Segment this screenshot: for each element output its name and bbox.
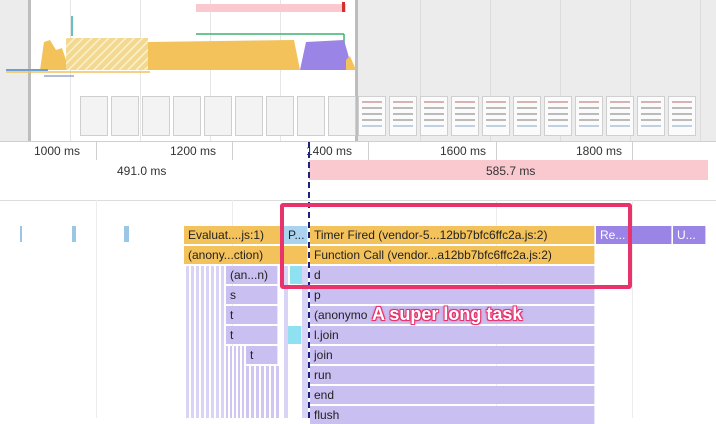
filmstrip-frame[interactable]: [606, 96, 634, 136]
filmstrip-frame[interactable]: [297, 96, 325, 136]
filmstrip-frame[interactable]: [420, 96, 448, 136]
task-duration-label: 491.0 ms: [117, 164, 167, 178]
selection-handle-right[interactable]: [355, 0, 358, 142]
ruler-label: 1800 ms: [576, 144, 623, 158]
overview-gridline: [280, 0, 281, 142]
flame-dense-stack[interactable]: [246, 366, 280, 418]
ruler-label: 1000 ms: [34, 144, 81, 158]
flame-event-anonymous-function[interactable]: (anony...ction): [184, 246, 282, 264]
filmstrip-frame[interactable]: [142, 96, 170, 136]
flame-event-t[interactable]: t: [226, 326, 278, 344]
filmstrip-frame[interactable]: [482, 96, 510, 136]
flame-event-unnamed[interactable]: [284, 246, 308, 264]
filmstrip-frame[interactable]: [513, 96, 541, 136]
flame-gridline: [632, 200, 633, 418]
ruler-tick: [496, 142, 497, 160]
flame-event-p-call[interactable]: p: [310, 286, 595, 304]
flame-event-anonymous[interactable]: (an...n): [226, 266, 278, 284]
overview-gridline: [70, 0, 71, 142]
filmstrip-frame[interactable]: [544, 96, 572, 136]
filmstrip-frame[interactable]: [637, 96, 665, 136]
ruler-tick: [368, 142, 369, 160]
overview-gridline: [490, 0, 491, 142]
filmstrip-frame[interactable]: [266, 96, 294, 136]
overview-gridline: [700, 0, 701, 142]
flame-event-s[interactable]: s: [226, 286, 278, 304]
filmstrip-frame[interactable]: [451, 96, 479, 136]
filmstrip-frame[interactable]: [204, 96, 232, 136]
filmstrip-frame[interactable]: [389, 96, 417, 136]
flame-event-anonymous-call[interactable]: (anonymo: [310, 306, 595, 324]
ruler-tick: [96, 142, 97, 160]
flame-event-recalculate-style[interactable]: Re...: [596, 226, 672, 244]
overview-gridline: [140, 0, 141, 142]
task-blip[interactable]: [20, 226, 22, 242]
filmstrip-frame[interactable]: [235, 96, 263, 136]
ruler-label: 1400 ms: [306, 144, 353, 158]
flame-dense-stack[interactable]: [226, 346, 244, 418]
task-blip[interactable]: [72, 226, 76, 242]
flame-event-update-layer[interactable]: U...: [673, 226, 706, 244]
flame-event-evaluate-script[interactable]: Evaluat....js:1): [184, 226, 282, 244]
ruler-divider: [0, 141, 716, 142]
ruler-label: 1200 ms: [170, 144, 217, 158]
flame-event-flush[interactable]: flush: [310, 406, 595, 424]
flame-dense-stack[interactable]: [284, 266, 288, 418]
overview-selection-bar: [196, 4, 346, 12]
flame-event-t[interactable]: t: [226, 306, 278, 324]
flame-dense-stack[interactable]: [302, 266, 308, 418]
long-task-highlight-box: [280, 203, 632, 289]
flame-event-timer-fired[interactable]: Timer Fired (vendor-5...12bb7bfc6ffc2a.j…: [310, 226, 595, 244]
overview-gridline: [630, 0, 631, 142]
flame-event-run[interactable]: run: [310, 366, 595, 384]
flame-event-t[interactable]: t: [246, 346, 278, 364]
filmstrip-frame[interactable]: [80, 96, 108, 136]
cpu-activity-chart: [6, 16, 356, 77]
flame-event-function-call[interactable]: Function Call (vendor...a12bb7bfc6ffc2a.…: [310, 246, 595, 264]
flame-event-end[interactable]: end: [310, 386, 595, 404]
long-task-annotation: A super long task: [372, 304, 523, 324]
flame-event-join[interactable]: join: [310, 346, 595, 364]
overview-gridline: [210, 0, 211, 142]
flame-gridline: [96, 200, 97, 418]
filmstrip-frame[interactable]: [328, 96, 356, 136]
filmstrip-frame[interactable]: [358, 96, 386, 136]
ruler-tick: [232, 142, 233, 160]
filmstrip-frame[interactable]: [668, 96, 696, 136]
timeline-overview[interactable]: [0, 0, 716, 142]
filmstrip-frame[interactable]: [111, 96, 139, 136]
flame-divider: [0, 200, 716, 201]
overview-gridline: [560, 0, 561, 142]
ruler-label: 1600 ms: [440, 144, 487, 158]
ruler-tick: [632, 142, 633, 160]
long-task-duration-bar[interactable]: [309, 160, 708, 180]
long-task-marker: [342, 2, 345, 12]
cursor-time-marker: [308, 142, 310, 418]
filmstrip-frame[interactable]: [575, 96, 603, 136]
flame-dense-stack[interactable]: [186, 266, 224, 418]
flame-event-p[interactable]: P...: [284, 226, 308, 244]
flame-event-l-join[interactable]: l.join: [310, 326, 595, 344]
overview-gridline: [420, 0, 421, 142]
flame-event-unnamed[interactable]: [284, 326, 302, 344]
long-task-duration-label: 585.7 ms: [486, 164, 536, 178]
filmstrip-frame[interactable]: [173, 96, 201, 136]
task-blip[interactable]: [124, 226, 129, 242]
flame-event-d[interactable]: d: [310, 266, 595, 284]
